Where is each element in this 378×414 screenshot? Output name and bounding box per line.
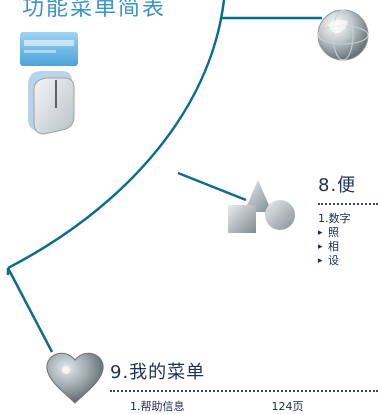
menu-section-convenience: 8.便 1.数字 照 相 设 [318,175,378,268]
menu-section-my-menu: 9.我的菜单 [110,362,378,392]
tree-branch-shapes [177,171,247,202]
section-items: 照 相 设 [318,226,378,268]
card-icon [20,32,78,66]
section-subheading: 1.数字 [318,212,351,225]
page-title: 功能菜单简表 [22,0,167,21]
heart-icon [46,352,104,404]
first-item-row: 1.帮助信息 124页 [130,400,378,414]
list-item: 设 [318,254,378,268]
list-item: 相 [318,240,378,254]
globe-icon [317,9,369,61]
section-heading: 8.便 [318,175,357,196]
tree-branch-heart [6,267,54,353]
list-item: 照 [318,226,378,240]
shapes-icon [228,180,295,233]
dotted-divider [318,203,378,205]
remote-icon [28,71,75,135]
tree-branch-curve [7,0,226,270]
section-heading: 9.我的菜单 [110,362,206,383]
dotted-divider [110,390,378,392]
